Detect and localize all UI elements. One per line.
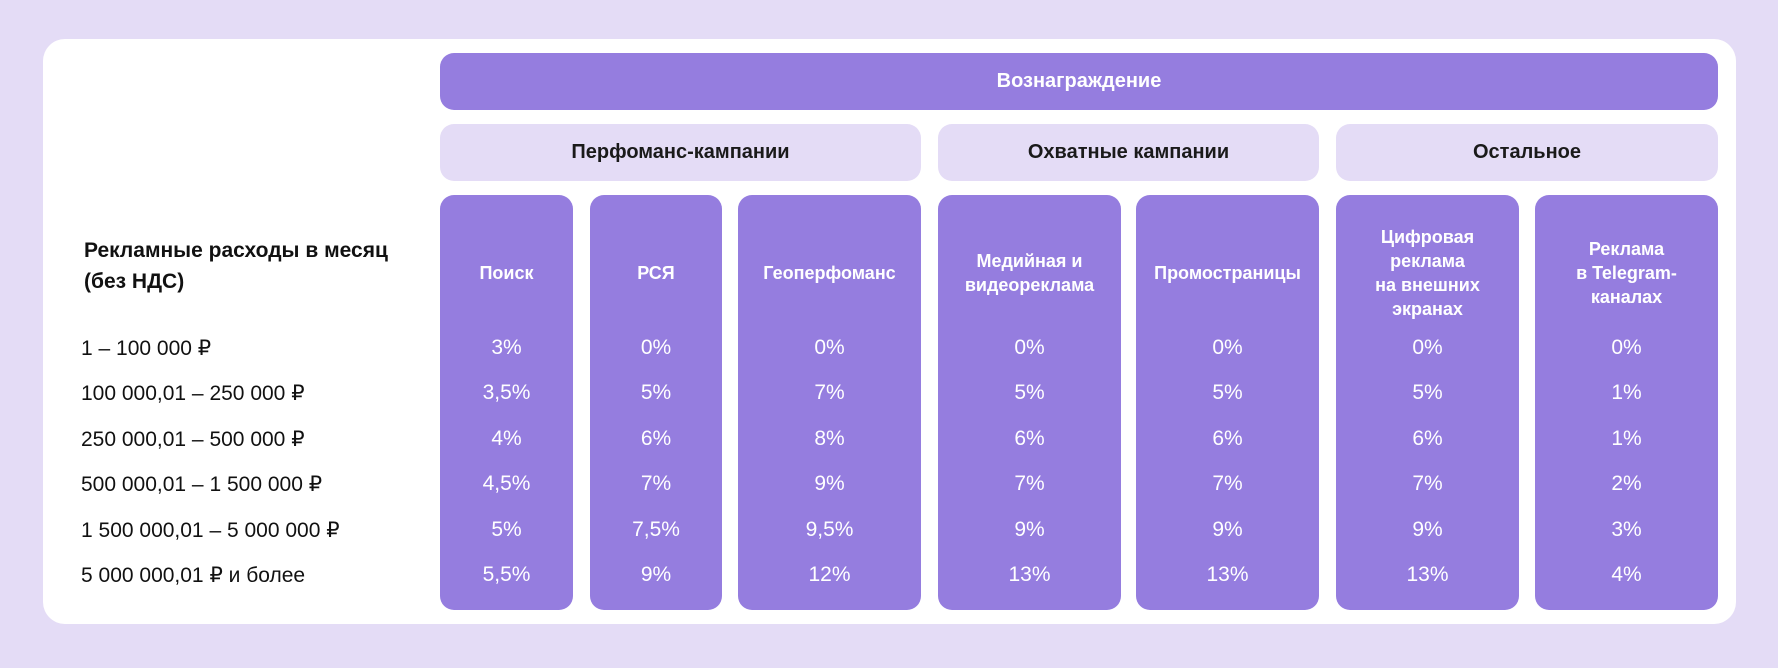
table-cell: 13% <box>1008 563 1051 586</box>
column-title: Поиск <box>479 263 534 283</box>
row-label: 100 000,01 – 250 000 ₽ <box>81 381 305 405</box>
column-title: Цифровая реклама на внешних экранах <box>1375 227 1480 319</box>
table-cell: 7% <box>1412 472 1443 495</box>
column-geoperformance: Геоперфоманс 0% 7% 8% 9% 9,5% 12% <box>738 195 921 610</box>
table-cell: 1% <box>1611 427 1642 450</box>
table-cell: 3,5% <box>482 381 531 404</box>
row-label: 5 000 000,01 ₽ и более <box>81 563 306 587</box>
table-cell: 0% <box>1412 336 1443 359</box>
table-cell: 9% <box>1212 518 1243 541</box>
column-digital-outdoor: Цифровая реклама на внешних экранах 0% 5… <box>1336 195 1519 610</box>
table-cell: 0% <box>1611 336 1642 359</box>
table-cell: 6% <box>1412 427 1443 450</box>
table-cell: 9,5% <box>805 518 854 541</box>
column-telegram: Реклама в Telegram- каналах 0% 1% 1% 2% … <box>1535 195 1718 610</box>
column-promopages: Промостраницы 0% 5% 6% 7% 9% 13% <box>1136 195 1319 610</box>
table-cell: 3% <box>1611 518 1642 541</box>
table-cell: 7% <box>1212 472 1243 495</box>
column-media-video: Медийная и видеореклама 0% 5% 6% 7% 9% 1… <box>938 195 1121 610</box>
row-label: 250 000,01 – 500 000 ₽ <box>81 427 305 451</box>
table-cell: 4% <box>491 427 522 450</box>
table-cell: 2% <box>1611 472 1642 495</box>
table-cell: 6% <box>640 427 672 450</box>
table-cell: 5% <box>1412 381 1443 404</box>
table-cell: 0% <box>640 336 672 359</box>
group-header-other: Остальное <box>1336 124 1718 181</box>
table-cell: 5% <box>1014 381 1045 404</box>
table-cell: 9% <box>1014 518 1045 541</box>
group-header-reach: Охватные кампании <box>938 124 1319 181</box>
row-label: 1 – 100 000 ₽ <box>81 336 212 360</box>
table-cell: 12% <box>808 563 851 586</box>
table-cell: 4,5% <box>482 472 531 495</box>
table-cell: 6% <box>1212 427 1243 450</box>
table-cell: 5% <box>491 518 522 541</box>
table-cell: 7,5% <box>632 518 680 541</box>
column-title: Промостраницы <box>1154 263 1301 283</box>
table-cell: 3% <box>491 336 522 359</box>
column-title: Реклама в Telegram- каналах <box>1576 239 1677 307</box>
table-cell: 13% <box>1406 563 1449 586</box>
table-cell: 9% <box>1412 518 1443 541</box>
column-title: Геоперфоманс <box>763 263 896 283</box>
table-cell: 7% <box>814 381 845 404</box>
column-title: РСЯ <box>637 263 675 283</box>
table-cell: 5% <box>1212 381 1243 404</box>
table-cell: 7% <box>1014 472 1045 495</box>
row-header: Рекламные расходы в месяц (без НДС) <box>84 239 388 293</box>
table-cell: 8% <box>814 427 845 450</box>
table-cell: 0% <box>1212 336 1243 359</box>
table-cell: 4% <box>1611 563 1642 586</box>
table-cell: 0% <box>814 336 845 359</box>
column-title: Медийная и видеореклама <box>964 251 1095 295</box>
table-cell: 6% <box>1014 427 1045 450</box>
table-cell: 7% <box>640 472 672 495</box>
table-cell: 1% <box>1611 381 1642 404</box>
reward-header: Вознаграждение <box>440 53 1718 110</box>
table-cell: 13% <box>1206 563 1249 586</box>
row-label: 500 000,01 – 1 500 000 ₽ <box>81 472 323 496</box>
column-rsya: РСЯ 0% 5% 6% 7% 7,5% 9% <box>590 195 722 610</box>
row-label: 1 500 000,01 – 5 000 000 ₽ <box>81 518 340 542</box>
column-search: Поиск 3% 3,5% 4% 4,5% 5% 5,5% <box>440 195 573 610</box>
table-cell: 9% <box>814 472 845 495</box>
group-header-performance: Перфоманс-кампании <box>440 124 921 181</box>
table-cell: 9% <box>640 563 672 586</box>
table-cell: 5,5% <box>482 563 531 586</box>
table-cell: 5% <box>640 381 672 404</box>
table-cell: 0% <box>1014 336 1045 359</box>
